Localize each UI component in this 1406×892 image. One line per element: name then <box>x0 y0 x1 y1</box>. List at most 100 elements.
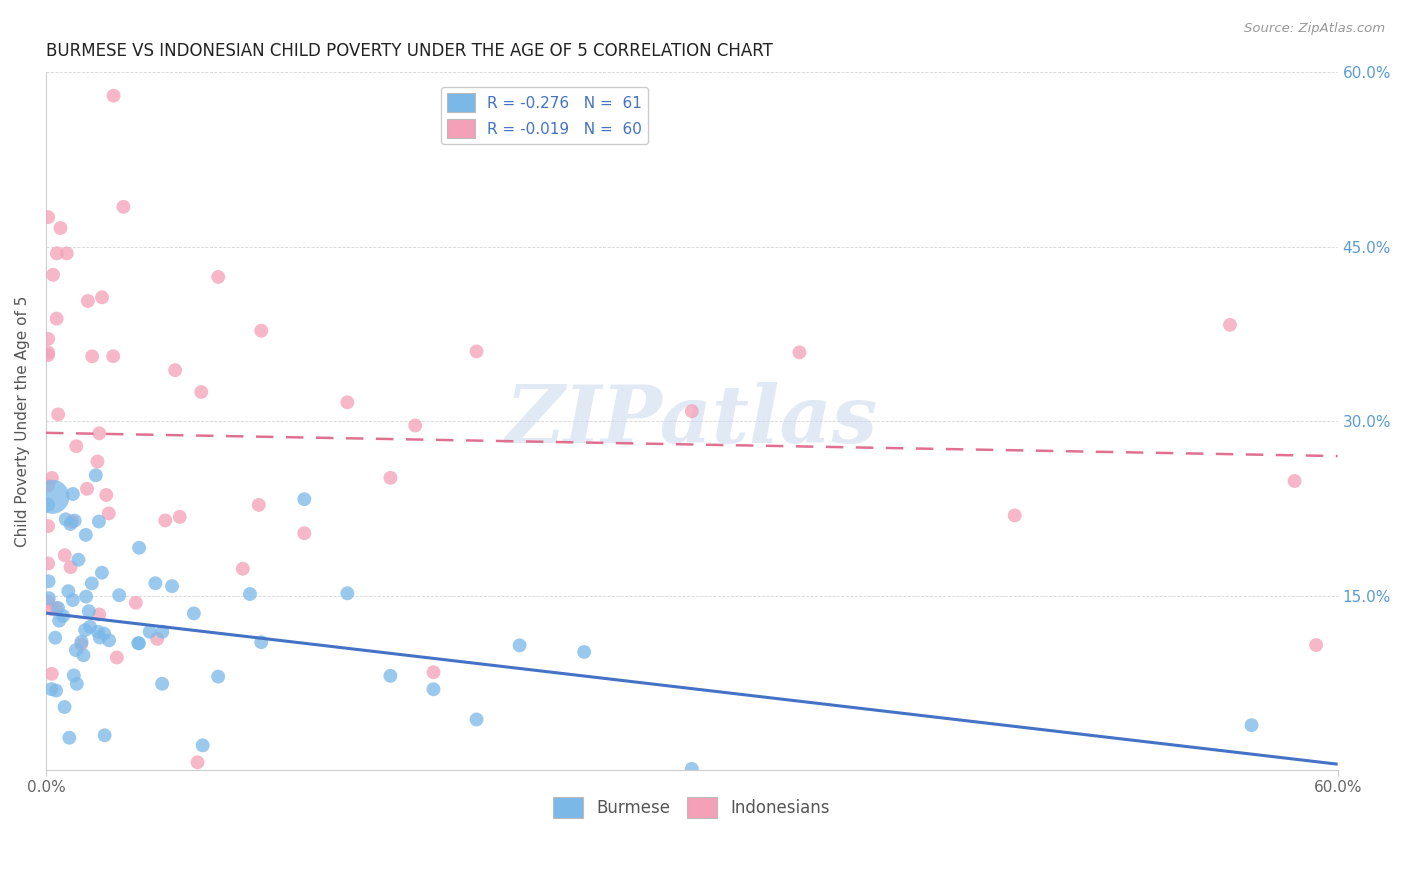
Point <box>46 408 69 422</box>
Point <box>84 468 107 483</box>
Point <box>128 636 150 650</box>
Point <box>58 731 80 745</box>
Point <box>292 526 315 541</box>
Point <box>41 471 63 485</box>
Point <box>380 669 402 683</box>
Point <box>103 349 125 363</box>
Point <box>572 645 595 659</box>
Point <box>37 519 59 533</box>
Point <box>89 426 111 441</box>
Point <box>37 498 59 512</box>
Point <box>75 623 97 637</box>
Point <box>112 200 135 214</box>
Point <box>183 607 205 621</box>
Point <box>58 584 80 599</box>
Y-axis label: Child Poverty Under the Age of 5: Child Poverty Under the Age of 5 <box>15 295 30 547</box>
Point <box>77 604 100 618</box>
Point <box>72 648 94 663</box>
Point <box>125 596 148 610</box>
Point <box>1004 508 1026 523</box>
Point <box>465 713 488 727</box>
Text: Source: ZipAtlas.com: Source: ZipAtlas.com <box>1244 22 1385 36</box>
Point <box>509 639 531 653</box>
Point <box>97 507 120 521</box>
Point <box>77 293 100 308</box>
Point <box>82 350 104 364</box>
Point <box>186 756 208 770</box>
Point <box>465 344 488 359</box>
Point <box>207 669 229 683</box>
Point <box>190 384 212 399</box>
Point <box>62 487 84 501</box>
Point <box>247 498 270 512</box>
Point <box>98 633 121 648</box>
Legend: Burmese, Indonesians: Burmese, Indonesians <box>547 791 837 824</box>
Point <box>75 590 97 604</box>
Point <box>93 626 115 640</box>
Point <box>146 632 169 646</box>
Point <box>80 576 103 591</box>
Point <box>105 650 128 665</box>
Point <box>55 512 77 526</box>
Point <box>103 88 125 103</box>
Point <box>42 268 65 282</box>
Point <box>89 607 111 622</box>
Point <box>45 246 67 260</box>
Point <box>87 624 110 639</box>
Point <box>128 541 150 555</box>
Point <box>681 404 703 418</box>
Point <box>380 471 402 485</box>
Point <box>63 514 86 528</box>
Point <box>165 363 187 377</box>
Point <box>1305 638 1327 652</box>
Point <box>336 586 359 600</box>
Point <box>60 515 83 529</box>
Point <box>422 682 444 697</box>
Point <box>48 614 70 628</box>
Point <box>86 454 108 468</box>
Point <box>572 112 595 127</box>
Point <box>169 509 191 524</box>
Point <box>53 700 76 714</box>
Text: BURMESE VS INDONESIAN CHILD POVERTY UNDER THE AGE OF 5 CORRELATION CHART: BURMESE VS INDONESIAN CHILD POVERTY UNDE… <box>46 42 773 60</box>
Point <box>207 269 229 284</box>
Point <box>160 579 183 593</box>
Point <box>789 345 811 359</box>
Point <box>292 492 315 507</box>
Point <box>93 728 115 742</box>
Point <box>45 311 67 326</box>
Point <box>52 608 75 623</box>
Point <box>1284 474 1306 488</box>
Point <box>90 566 112 580</box>
Point <box>59 516 82 531</box>
Point <box>681 762 703 776</box>
Point <box>37 345 59 359</box>
Point <box>37 595 59 609</box>
Point <box>44 631 66 645</box>
Point <box>138 624 160 639</box>
Point <box>65 439 87 453</box>
Point <box>41 682 63 697</box>
Point <box>239 587 262 601</box>
Point <box>41 666 63 681</box>
Point <box>232 562 254 576</box>
Point <box>250 324 273 338</box>
Point <box>70 637 93 651</box>
Point <box>41 602 63 616</box>
Point <box>37 557 59 571</box>
Point <box>89 631 111 645</box>
Point <box>150 677 173 691</box>
Point <box>150 624 173 639</box>
Point <box>62 593 84 607</box>
Point <box>67 552 90 566</box>
Point <box>108 588 131 602</box>
Point <box>79 620 101 634</box>
Point <box>250 635 273 649</box>
Point <box>37 348 59 362</box>
Point <box>91 290 114 304</box>
Point <box>155 513 177 527</box>
Point <box>38 574 60 589</box>
Point <box>37 210 59 224</box>
Point <box>66 677 89 691</box>
Point <box>87 515 110 529</box>
